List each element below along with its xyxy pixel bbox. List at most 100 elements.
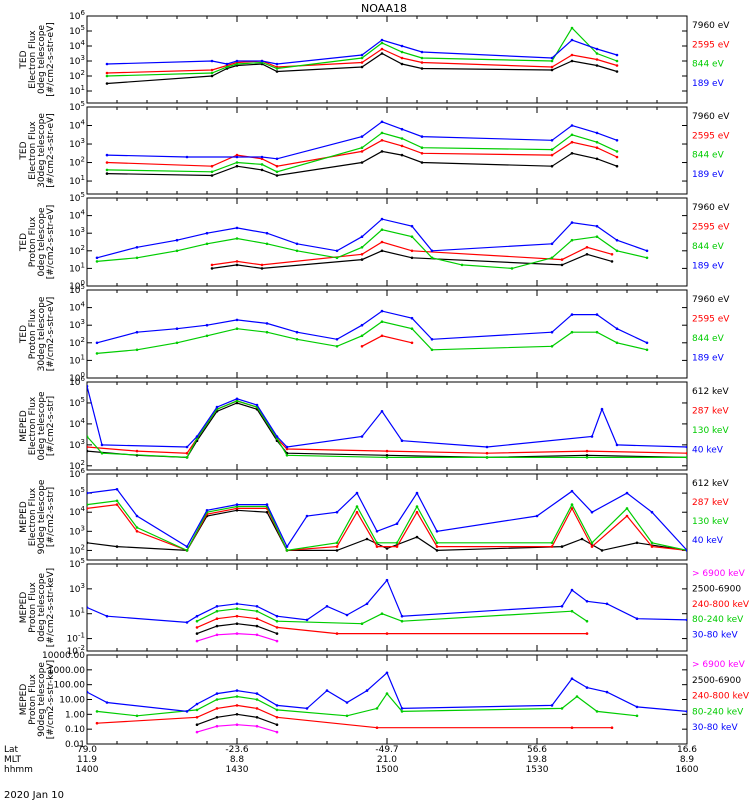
data-point	[685, 549, 687, 552]
x-row-label: hhmm	[4, 765, 33, 775]
series-line-287-kev	[87, 400, 687, 454]
data-point	[335, 345, 339, 348]
y-axis-label-line: TED	[19, 141, 29, 160]
data-point	[210, 164, 214, 168]
legend-entry: > 6900 keV	[692, 569, 746, 579]
data-point	[645, 256, 649, 260]
series-line-844-ev	[106, 27, 618, 77]
data-point	[210, 170, 214, 174]
data-point	[265, 231, 269, 235]
data-point	[105, 74, 109, 78]
data-point	[430, 348, 434, 352]
data-point	[105, 701, 109, 704]
series-line-844-ev	[96, 321, 648, 354]
y-axis-label-line: Electron Flux	[28, 121, 38, 180]
x-row-value: 21.0	[377, 755, 397, 765]
data-point	[185, 456, 189, 459]
y-axis-label: TEDElectron Flux0deg telescope[#/cm2-s-s…	[19, 22, 56, 97]
legend-entry: 7960 eV	[692, 112, 730, 122]
data-point	[400, 137, 404, 140]
legend-entry: 2500-6900	[692, 584, 741, 594]
legend-entry: 240-800 keV	[692, 600, 750, 610]
data-point	[275, 70, 279, 73]
data-point	[215, 605, 219, 608]
data-point	[560, 707, 564, 710]
data-point	[235, 695, 239, 698]
legend-right: 612 keV 287 keV 130 keV 40 keV	[692, 479, 729, 546]
data-point	[100, 443, 104, 447]
y-tick-label: 10-2	[67, 644, 85, 657]
data-point	[135, 526, 139, 529]
data-point	[295, 338, 299, 341]
series-group	[87, 488, 687, 552]
date-label: 2020 Jan 10	[4, 790, 64, 800]
data-point	[265, 330, 269, 334]
data-point	[385, 547, 389, 550]
series-line-2595-ev	[361, 335, 413, 347]
series-line-189-ev	[106, 121, 618, 160]
data-point	[420, 67, 424, 70]
legend-entry: 2595 eV	[692, 40, 730, 50]
data-point	[185, 451, 189, 455]
panel-3: 100 101 102 103 104 105 TEDProton Flux0deg tel…	[19, 191, 730, 292]
data-point	[595, 58, 599, 61]
data-point	[615, 341, 619, 345]
data-point	[175, 341, 179, 345]
y-tick-label: 104	[69, 417, 85, 430]
data-point	[685, 456, 687, 459]
data-point	[550, 56, 554, 60]
x-row-value: 1500	[376, 765, 399, 775]
data-point	[205, 509, 209, 512]
data-point	[195, 730, 199, 734]
data-point	[410, 249, 414, 253]
y-axis-label: TEDElectron Flux30deg telescope[#/cm2-s-…	[19, 113, 56, 188]
y-tick-label: 102	[69, 69, 85, 82]
data-point	[115, 488, 119, 491]
data-point	[195, 716, 199, 719]
data-point	[260, 263, 264, 267]
panel-5: 102 103 104 105 106 MEPEDElectron Flux0deg te…	[19, 375, 729, 472]
data-point	[585, 600, 589, 603]
data-point	[115, 499, 119, 503]
x-row-value: 1430	[226, 765, 249, 775]
data-point	[105, 82, 109, 85]
data-point	[210, 174, 214, 177]
y-axis-label-line: [#/cm2-s-str]	[46, 487, 56, 547]
x-row-label: MLT	[4, 755, 22, 765]
data-point	[550, 256, 554, 260]
y-axis-label-line: TED	[19, 50, 29, 69]
data-point	[215, 698, 219, 701]
data-point	[235, 503, 239, 506]
x-row-value: 16.6	[677, 745, 697, 755]
panel-8: 0.010.101.0010.00100.001000.0010000.00ME…	[19, 651, 750, 750]
data-point	[185, 549, 189, 552]
y-axis-label-line: 0deg telescope	[37, 391, 47, 461]
legend-entry: 189 eV	[692, 79, 725, 89]
series-line-189-ev	[106, 39, 618, 65]
data-point	[265, 510, 269, 514]
data-point	[255, 707, 259, 710]
data-point	[210, 68, 214, 72]
data-point	[685, 445, 687, 449]
y-tick-label: 104	[69, 39, 85, 52]
data-point	[605, 602, 609, 606]
data-point	[595, 224, 599, 228]
y-tick-label: 1.00	[65, 710, 85, 720]
data-point	[235, 263, 239, 267]
data-point	[435, 541, 439, 545]
legend-entry: 287 keV	[692, 407, 729, 417]
y-axis-label-line: Electron Flux	[28, 396, 38, 455]
data-point	[210, 263, 214, 267]
data-point	[275, 614, 279, 618]
data-point	[275, 716, 279, 719]
data-point	[225, 62, 229, 66]
legend-entry: 844 eV	[692, 60, 725, 70]
data-point	[255, 624, 259, 628]
data-point	[570, 507, 574, 510]
y-tick-label: 105	[69, 486, 85, 499]
data-point	[225, 65, 229, 69]
data-point	[195, 435, 199, 438]
data-point	[235, 689, 239, 692]
data-point	[570, 489, 574, 493]
legend-entry: 2595 eV	[692, 315, 730, 325]
